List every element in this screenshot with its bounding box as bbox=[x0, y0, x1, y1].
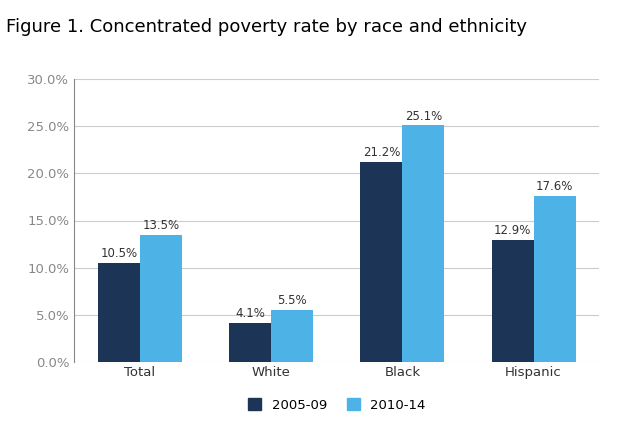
Text: 25.1%: 25.1% bbox=[405, 110, 442, 123]
Bar bbox=[402, 126, 444, 362]
Bar bbox=[98, 263, 140, 362]
Bar bbox=[491, 240, 533, 362]
Text: 12.9%: 12.9% bbox=[494, 224, 531, 237]
Bar bbox=[360, 162, 402, 362]
Legend: 2005-09, 2010-14: 2005-09, 2010-14 bbox=[243, 393, 431, 417]
Text: 5.5%: 5.5% bbox=[277, 294, 307, 307]
Text: 13.5%: 13.5% bbox=[142, 219, 180, 232]
Text: 17.6%: 17.6% bbox=[536, 180, 574, 193]
Text: 21.2%: 21.2% bbox=[363, 146, 400, 159]
Bar bbox=[140, 235, 182, 362]
Text: Figure 1. Concentrated poverty rate by race and ethnicity: Figure 1. Concentrated poverty rate by r… bbox=[6, 18, 527, 36]
Bar bbox=[271, 310, 313, 362]
Bar bbox=[229, 323, 271, 362]
Text: 4.1%: 4.1% bbox=[235, 307, 265, 320]
Text: 10.5%: 10.5% bbox=[101, 247, 138, 260]
Bar bbox=[533, 196, 575, 362]
